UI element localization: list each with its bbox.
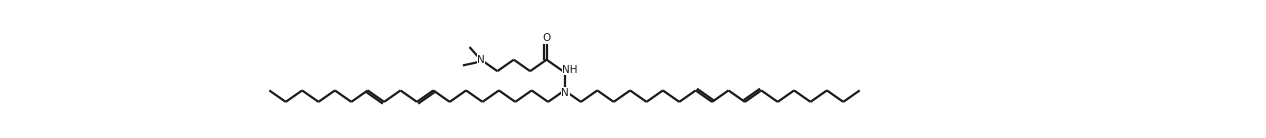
Text: N: N [477, 55, 485, 65]
Text: O: O [542, 33, 551, 43]
Text: NH: NH [562, 65, 577, 75]
Text: N: N [561, 88, 570, 98]
